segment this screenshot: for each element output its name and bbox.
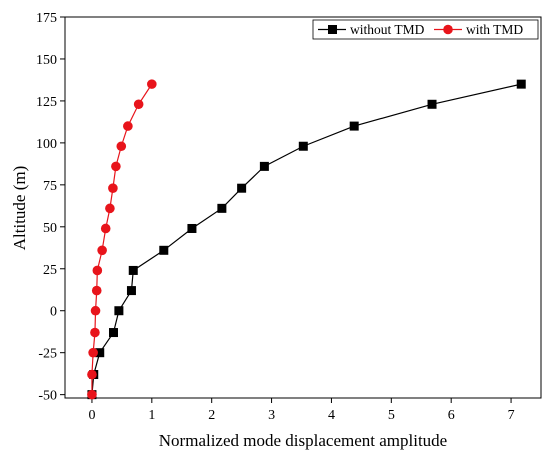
- y-tick-label: 50: [43, 221, 57, 236]
- y-tick-label: -25: [38, 347, 57, 362]
- data-point-without-tmd: [349, 121, 359, 131]
- legend-box: [312, 19, 539, 40]
- data-point-without-tmd: [427, 99, 437, 109]
- x-tick-label: 5: [388, 408, 395, 423]
- data-point-with-tmd: [133, 99, 144, 110]
- data-point-with-tmd: [111, 161, 121, 172]
- x-tick-label: 1: [148, 408, 155, 423]
- data-point-with-tmd: [105, 203, 115, 214]
- legend-marker-with-tmd: [443, 24, 453, 35]
- legend-label-with-tmd: with TMD: [466, 22, 523, 37]
- y-tick-label: 150: [36, 53, 57, 68]
- data-point-with-tmd: [88, 347, 98, 358]
- x-tick-label: 6: [448, 408, 455, 423]
- data-point-without-tmd: [159, 245, 169, 255]
- data-point-without-tmd: [114, 306, 124, 316]
- data-point-without-tmd: [95, 348, 105, 358]
- x-tick-label: 4: [328, 408, 335, 423]
- series-line-without-tmd: [91, 83, 522, 395]
- data-point-without-tmd: [217, 203, 227, 213]
- data-point-with-tmd: [100, 223, 111, 234]
- y-axis: -50 -25 0 25 50 75 100 125 150 175: [36, 11, 65, 404]
- y-axis-title: Altitude (m): [10, 166, 29, 251]
- x-axis: 0 1 2 3 4 5 6 7: [88, 398, 515, 423]
- data-point-with-tmd: [91, 285, 102, 296]
- data-point-with-tmd: [90, 305, 101, 316]
- data-point-with-tmd: [92, 265, 103, 276]
- data-point-without-tmd: [187, 223, 197, 233]
- y-tick-label: 100: [36, 137, 57, 152]
- x-tick-label: 0: [88, 408, 95, 423]
- data-point-with-tmd: [108, 183, 118, 193]
- x-tick-label: 2: [208, 408, 215, 423]
- data-point-with-tmd: [87, 369, 97, 380]
- y-tick-label: 75: [43, 179, 57, 194]
- y-tick-label: 175: [36, 11, 57, 26]
- y-tick-label: 125: [36, 95, 57, 110]
- data-point-with-tmd: [90, 327, 100, 338]
- plot-frame: [64, 16, 542, 399]
- data-point-without-tmd: [298, 141, 308, 151]
- data-point-with-tmd: [147, 79, 157, 89]
- data-point-with-tmd: [123, 121, 133, 131]
- data-point-without-tmd: [259, 161, 269, 171]
- legend-marker-without-tmd: [328, 25, 337, 34]
- data-point-without-tmd: [128, 265, 138, 275]
- x-tick-label: 7: [508, 408, 515, 423]
- data-point-with-tmd: [87, 389, 97, 400]
- y-tick-label: 25: [43, 263, 57, 278]
- data-point-without-tmd: [126, 286, 136, 296]
- series-line-with-tmd: [91, 83, 153, 395]
- data-point-without-tmd: [237, 183, 247, 193]
- data-point-without-tmd: [516, 79, 526, 89]
- data-point-without-tmd: [108, 328, 118, 338]
- y-tick-label: 0: [50, 305, 57, 320]
- x-axis-title: Normalized mode displacement amplitude: [159, 431, 447, 450]
- data-point-with-tmd: [116, 141, 127, 152]
- legend-label-without-tmd: without TMD: [350, 22, 425, 37]
- series-layer: [87, 79, 526, 400]
- data-point-with-tmd: [97, 245, 107, 256]
- legend: without TMD with TMD: [312, 19, 539, 40]
- y-tick-label: -50: [38, 389, 57, 404]
- x-tick-label: 3: [268, 408, 275, 423]
